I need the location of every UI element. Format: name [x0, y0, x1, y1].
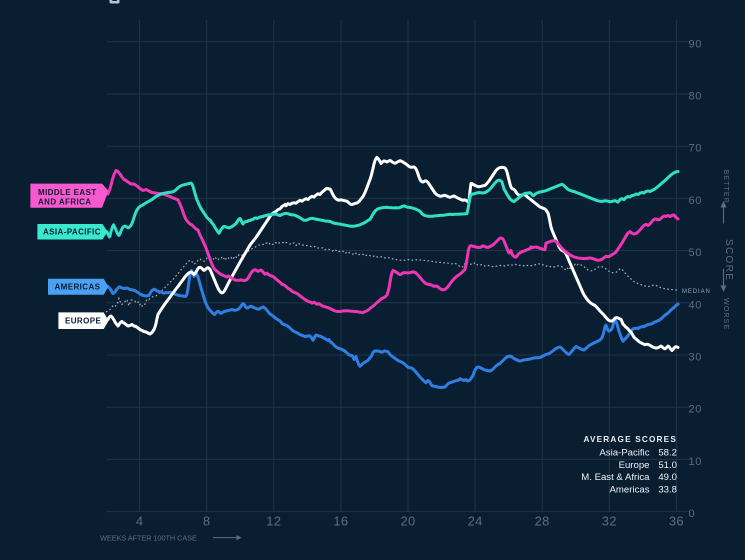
svg-text:AMERICAS: AMERICAS: [55, 283, 101, 292]
svg-text:Asia-Pacific: Asia-Pacific: [599, 448, 649, 459]
svg-text:4: 4: [136, 514, 144, 529]
svg-text:90: 90: [689, 38, 702, 50]
svg-text:49.0: 49.0: [658, 472, 677, 483]
svg-text:12: 12: [266, 514, 281, 529]
svg-text:ASIA-PACIFIC: ASIA-PACIFIC: [43, 228, 101, 237]
svg-text:MIDDLE EAST: MIDDLE EAST: [38, 188, 97, 197]
svg-text:58.2: 58.2: [658, 448, 677, 459]
svg-text:AVERAGE SCORES: AVERAGE SCORES: [583, 435, 677, 444]
svg-text:BETTER: BETTER: [722, 170, 731, 204]
svg-text:16: 16: [333, 514, 348, 529]
svg-text:10: 10: [689, 456, 702, 468]
svg-text:33.8: 33.8: [658, 484, 677, 495]
svg-text:AND AFRICA: AND AFRICA: [38, 197, 91, 206]
svg-text:32: 32: [602, 514, 617, 529]
svg-text:70: 70: [689, 143, 702, 155]
svg-text:60: 60: [689, 195, 702, 207]
svg-text:51.0: 51.0: [658, 460, 677, 471]
svg-text:0: 0: [689, 508, 696, 520]
svg-text:MEDIAN: MEDIAN: [682, 289, 711, 295]
svg-text:WEEKS AFTER 100TH CASE: WEEKS AFTER 100TH CASE: [100, 533, 197, 542]
svg-text:24: 24: [468, 514, 483, 529]
svg-text:M. East & Africa: M. East & Africa: [581, 472, 650, 483]
svg-text:40: 40: [689, 299, 702, 311]
svg-text:80: 80: [689, 91, 702, 103]
svg-text:Americas: Americas: [610, 484, 650, 495]
svg-text:8: 8: [203, 514, 211, 529]
svg-text:30: 30: [689, 352, 702, 364]
svg-text:EUROPE: EUROPE: [65, 317, 101, 326]
svg-text:50: 50: [689, 247, 702, 259]
svg-text:28: 28: [535, 514, 550, 529]
svg-text:20: 20: [689, 404, 702, 416]
svg-text:Europe: Europe: [619, 460, 650, 471]
svg-text:36: 36: [669, 514, 684, 529]
svg-text:SCORE: SCORE: [723, 239, 734, 281]
svg-text:WORSE: WORSE: [722, 298, 731, 330]
svg-text:20: 20: [400, 514, 415, 529]
